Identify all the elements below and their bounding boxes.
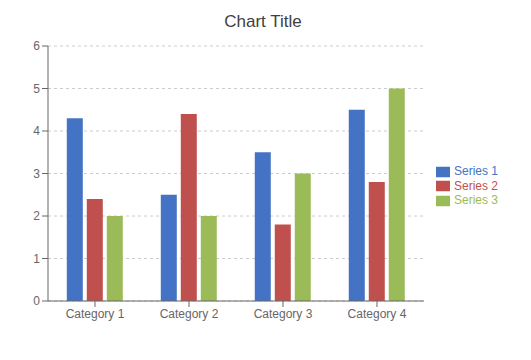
svg-text:5: 5 — [33, 82, 40, 96]
svg-text:3: 3 — [33, 167, 40, 181]
svg-text:1: 1 — [33, 252, 40, 266]
svg-text:Category 2: Category 2 — [160, 307, 219, 321]
svg-text:0: 0 — [33, 294, 40, 308]
svg-text:Category 4: Category 4 — [348, 307, 407, 321]
html-text:Series 3: Series 3 — [454, 193, 498, 208]
svg-text:6: 6 — [33, 39, 40, 53]
svg-text:4: 4 — [33, 124, 40, 138]
svg-text:Category 1: Category 1 — [66, 307, 125, 321]
html-text:Series 1: Series 1 — [454, 163, 498, 178]
svg-text:Category 3: Category 3 — [254, 307, 313, 321]
svg-text:2: 2 — [33, 209, 40, 223]
html-text:Chart Title: Chart Title — [224, 12, 302, 31]
html-text:Series 2: Series 2 — [454, 178, 498, 193]
